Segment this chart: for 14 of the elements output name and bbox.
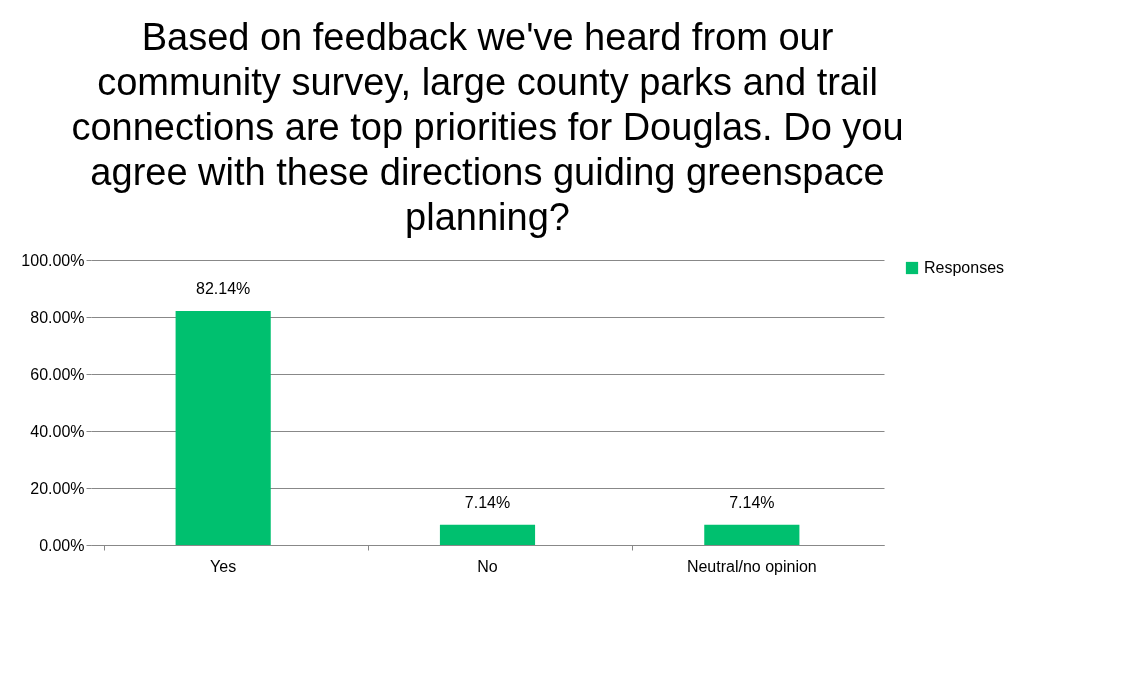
y-tick-label: 0.00% bbox=[39, 536, 85, 554]
y-tick-label: 80.00% bbox=[30, 308, 85, 326]
legend-label: Responses bbox=[924, 259, 1005, 276]
x-tick-label: Neutral/no opinion bbox=[686, 557, 817, 575]
x-tick-label: Yes bbox=[210, 557, 237, 575]
y-tick-label: 60.00% bbox=[30, 365, 85, 383]
chart-title: Based on feedback we've heard from our community survey, large county parks and trail connections are top priorities for Douglas. Do you agree with these directions guiding greenspace planning? bbox=[71, 16, 904, 238]
y-tick-label: 40.00% bbox=[30, 422, 85, 440]
y-tick-label: 20.00% bbox=[30, 479, 85, 497]
data-label: 7.14% bbox=[729, 493, 775, 511]
data-label: 82.14% bbox=[196, 279, 251, 297]
x-tick-label: No bbox=[477, 557, 498, 575]
data-label: 7.14% bbox=[464, 493, 511, 511]
y-tick-label: 100.00% bbox=[21, 251, 85, 269]
